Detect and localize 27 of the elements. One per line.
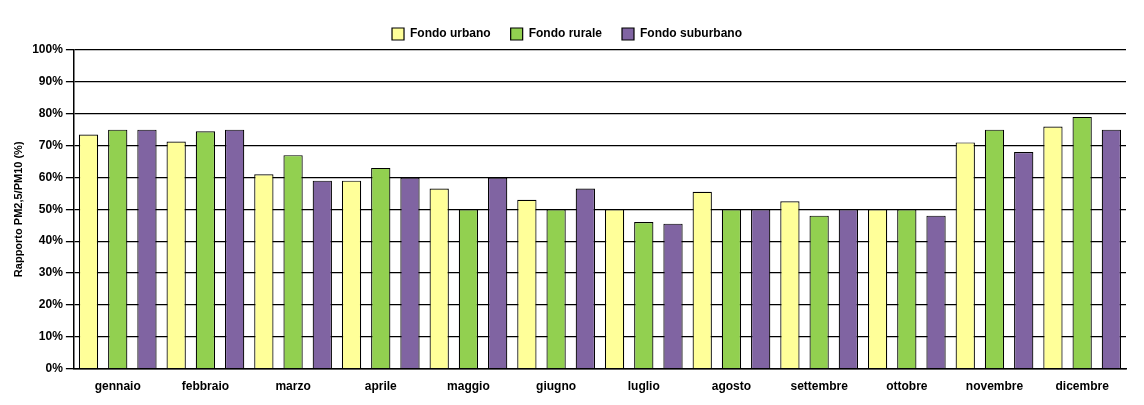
y-tick-label: 90% (38, 74, 64, 89)
x-tick-label: giugno (536, 379, 577, 394)
x-tick-label: marzo (275, 379, 311, 394)
y-tick-label: 100% (32, 42, 64, 57)
legend-label: Fondo urbano (410, 26, 491, 41)
x-tick-label: agosto (711, 379, 752, 394)
x-tick-label: settembre (790, 379, 849, 394)
x-tick-label: novembre (965, 379, 1024, 394)
y-axis-title: Rapporto PM2,5/PM10 (%) (11, 141, 24, 278)
y-tick-label: 80% (38, 106, 64, 121)
y-tick-label: 40% (38, 233, 64, 248)
x-tick-label: luglio (627, 379, 660, 394)
x-tick-label: febbraio (181, 379, 230, 394)
legend-label: Fondo rurale (528, 26, 603, 41)
y-tick-label: 0% (45, 360, 64, 375)
y-tick-label: 60% (38, 169, 64, 184)
y-tick-label: 70% (38, 137, 64, 152)
x-tick-label: aprile (364, 379, 398, 394)
x-tick-label: dicembre (1055, 379, 1110, 394)
y-tick-label: 50% (38, 201, 64, 216)
x-tick-label: gennaio (94, 379, 141, 394)
x-tick-label: ottobre (886, 379, 928, 394)
y-tick-label: 20% (38, 297, 64, 312)
y-tick-label: 10% (38, 329, 64, 344)
x-tick-label: maggio (447, 379, 490, 394)
legend-label: Fondo suburbano (640, 26, 742, 41)
y-tick-label: 30% (38, 265, 64, 280)
